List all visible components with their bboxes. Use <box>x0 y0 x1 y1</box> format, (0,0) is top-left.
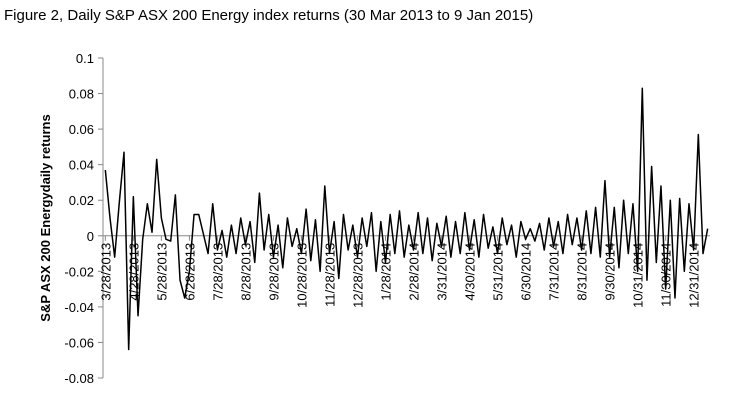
x-tick-label: 6/30/2014 <box>519 243 534 301</box>
x-tick-label: 9/30/2014 <box>603 243 618 301</box>
x-tick-label: 11/28/2013 <box>322 243 337 307</box>
x-tick-label: 8/28/2013 <box>238 243 253 301</box>
y-tick-label: -0.02 <box>64 264 94 279</box>
data-line <box>104 87 709 351</box>
y-axis-title: S&P ASX 200 Energydaily returns <box>38 114 53 321</box>
y-tick-label: 0.08 <box>69 87 94 102</box>
y-tick-label: -0.08 <box>64 371 94 386</box>
x-tick-label: 12/31/2014 <box>687 243 702 308</box>
x-tick-label: 8/31/2014 <box>575 243 590 301</box>
y-tick-label: 0.06 <box>69 122 94 137</box>
x-tick-label: 10/31/2014 <box>631 243 646 308</box>
x-tick-label: 2/28/2014 <box>407 243 422 301</box>
x-tick-label: 7/31/2014 <box>547 243 562 301</box>
y-tick-label: 0.04 <box>69 158 94 173</box>
y-tick-label: -0.04 <box>64 300 94 315</box>
x-tick-label: 9/28/2013 <box>266 243 281 301</box>
y-tick-label: 0.1 <box>76 51 94 66</box>
y-tick-label: 0.02 <box>69 193 94 208</box>
x-tick-label: 5/28/2013 <box>154 243 169 301</box>
chart-title: Figure 2, Daily S&P ASX 200 Energy index… <box>4 7 533 24</box>
x-tick-label: 10/28/2013 <box>294 243 309 308</box>
x-tick-label: 7/28/2013 <box>210 243 225 301</box>
x-tick-label: 3/31/2014 <box>435 243 450 301</box>
x-tick-label: 12/28/2013 <box>350 243 365 308</box>
x-tick-label: 3/28/2013 <box>98 243 113 301</box>
y-tick-label: 0 <box>87 229 94 244</box>
x-tick-label: 4/30/2014 <box>463 243 478 301</box>
x-tick-label: 1/28/2014 <box>378 243 393 301</box>
x-tick-label: 5/31/2014 <box>491 243 506 301</box>
y-tick-label: -0.06 <box>64 335 94 350</box>
